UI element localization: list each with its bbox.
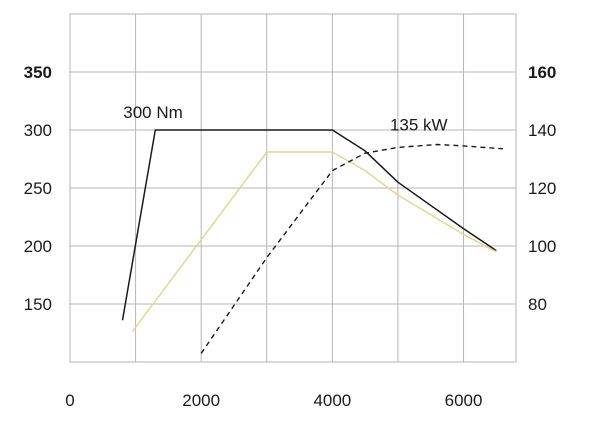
series-lines	[121, 129, 503, 354]
x-tick-label: 4000	[313, 391, 351, 410]
y-left-tick-label: 250	[24, 179, 52, 198]
annotation-label-1: 300 Nm	[123, 103, 183, 122]
series-line-2	[131, 151, 497, 333]
x-tick-label: 0	[65, 391, 74, 410]
y-left-tick-label: 350	[24, 63, 52, 82]
annotations: 300 Nm 135 kW	[123, 103, 447, 135]
y-right-tick-label: 140	[528, 121, 556, 140]
series-line-1	[121, 129, 497, 321]
tick-labels: 150 200 250 300 350 80 100 120 140 160 0 2000 4000 60…	[24, 63, 557, 410]
annotation-label-2: 135 kW	[390, 116, 448, 135]
plot-frame	[69, 13, 517, 363]
x-tick-label: 2000	[182, 391, 220, 410]
y-right-tick-label: 120	[528, 179, 556, 198]
y-left-tick-label: 300	[24, 121, 52, 140]
y-right-tick-label: 160	[528, 63, 556, 82]
y-right-tick-label: 80	[528, 295, 547, 314]
series-line-3	[200, 143, 503, 354]
grid	[69, 13, 517, 363]
x-tick-label: 6000	[445, 391, 483, 410]
y-left-tick-label: 150	[24, 295, 52, 314]
y-right-tick-label: 100	[528, 237, 556, 256]
y-left-tick-label: 200	[24, 237, 52, 256]
